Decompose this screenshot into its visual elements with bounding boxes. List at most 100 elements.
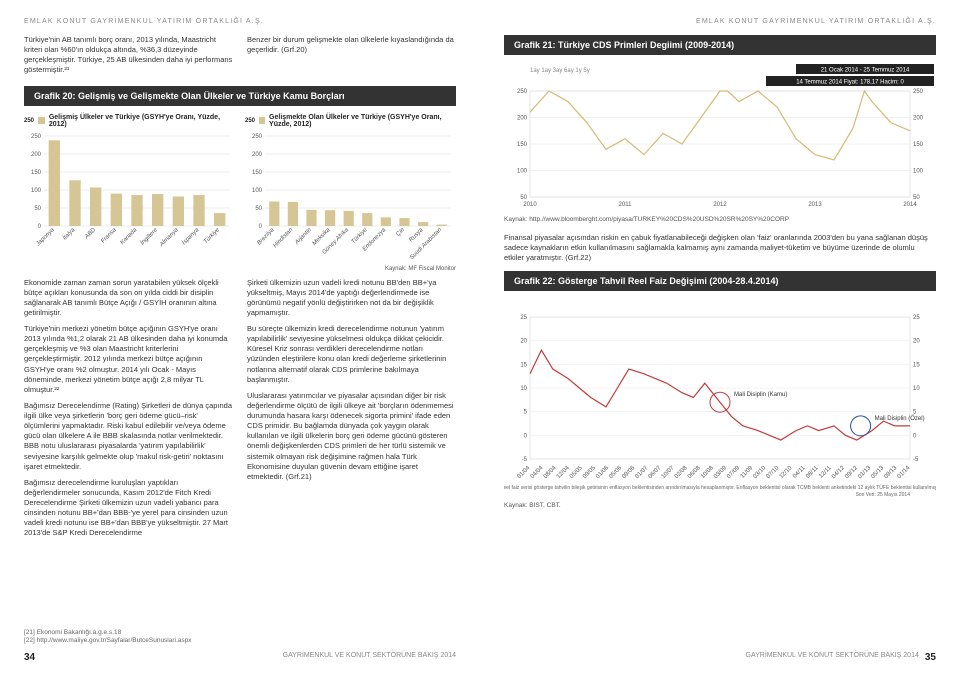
footnote-1: [21] Ekonomi Bakanlığı.a.g.e.s.18 — [24, 629, 192, 636]
svg-text:100: 100 — [913, 169, 924, 175]
svg-text:14 Temmuz 2014 Fiyat: 178,17 H: 14 Temmuz 2014 Fiyat: 178,17 Hacim: 0 — [796, 80, 904, 86]
intro-text: Türkiye'nin AB tanımlı borç oranı, 2013 … — [24, 35, 456, 76]
body-columns: Ekonomide zaman zaman sorun yaratabilen … — [24, 278, 456, 545]
svg-text:09/12: 09/12 — [844, 465, 859, 480]
svg-text:06/07: 06/07 — [648, 465, 663, 480]
svg-text:Mali Disiplin (Kamu): Mali Disiplin (Kamu) — [734, 393, 787, 399]
svg-text:2013: 2013 — [808, 202, 822, 208]
bar-source: Kaynak: MF Fiscal Monitor — [24, 266, 456, 272]
svg-text:Mali Disiplin (Özel): Mali Disiplin (Özel) — [875, 415, 925, 422]
svg-text:05/05: 05/05 — [569, 465, 584, 480]
svg-text:04/04: 04/04 — [530, 465, 545, 480]
svg-text:Arjantin: Arjantin — [294, 226, 314, 246]
svg-text:Rusya: Rusya — [408, 226, 425, 243]
svg-text:5: 5 — [524, 410, 528, 416]
intro-col2: Benzer bir durum gelişmekte olan ülkeler… — [247, 35, 456, 76]
bar1-axis-max: 250 — [24, 118, 34, 124]
svg-text:-5: -5 — [522, 457, 528, 463]
svg-text:250: 250 — [913, 89, 924, 95]
body-paragraph: Bağımsız derecelendirme kuruluşları yapt… — [24, 478, 233, 539]
svg-text:01/13: 01/13 — [857, 465, 872, 480]
svg-text:50: 50 — [34, 206, 41, 212]
footer-text-right: GAYRİMENKUL VE KONUT SEKTÖRÜNE BAKIŞ 201… — [746, 652, 919, 663]
page-header-right: EMLAK KONUT GAYRİMENKUL YATIRIM ORTAKLIĞ… — [504, 18, 936, 25]
barchart-row: 250 Gelişmiş Ülkeler ve Türkiye (GSYH'ye… — [24, 114, 456, 262]
body-paragraph: Türkiye'nin merkezi yönetim bütçe açığın… — [24, 324, 233, 395]
svg-text:200: 200 — [31, 152, 42, 158]
svg-text:Almanya: Almanya — [158, 226, 180, 248]
svg-text:1ay 1ay 3ay 6ay 1y 5y: 1ay 1ay 3ay 6ay 1y 5y — [530, 68, 590, 74]
body-paragraph: Uluslararası yatırımcılar ve piyasalar a… — [247, 391, 456, 482]
svg-text:200: 200 — [252, 152, 263, 158]
body-paragraph: Bu süreçte ülkemizin kredi derecelendirm… — [247, 324, 456, 385]
bar2-axis-max: 250 — [245, 118, 255, 124]
svg-text:02/08: 02/08 — [674, 465, 689, 480]
bar2-chart: 050100150200250BrezilyaHindistanArjantin… — [245, 132, 455, 262]
page-num-left: 34 — [24, 652, 35, 663]
svg-text:15: 15 — [913, 363, 920, 369]
svg-text:10/08: 10/08 — [700, 465, 715, 480]
svg-text:08/04: 08/04 — [543, 465, 558, 480]
bar1-chart: 050100150200250JaponyaİtalyaABDFransaKan… — [24, 132, 234, 262]
svg-text:01/04: 01/04 — [517, 465, 532, 480]
svg-text:21 Ocak 2014 - 25 Temmuz 2014: 21 Ocak 2014 - 25 Temmuz 2014 — [821, 68, 910, 74]
svg-text:20: 20 — [520, 339, 527, 345]
page-footer-right: GAYRİMENKUL VE KONUT SEKTÖRÜNE BAKIŞ 201… — [504, 652, 936, 663]
g21-source: Kaynak: http.//www.bloomberght.com/piyas… — [504, 216, 936, 223]
svg-text:-5: -5 — [913, 457, 919, 463]
svg-text:200: 200 — [517, 116, 528, 122]
svg-text:07/10: 07/10 — [766, 465, 781, 480]
barchart-1: 250 Gelişmiş Ülkeler ve Türkiye (GSYH'ye… — [24, 114, 235, 262]
svg-text:50: 50 — [913, 195, 920, 201]
svg-text:2010: 2010 — [523, 202, 537, 208]
svg-text:06/08: 06/08 — [687, 465, 702, 480]
svg-text:25: 25 — [913, 315, 920, 321]
svg-text:04/11: 04/11 — [792, 465, 807, 480]
svg-text:İngiltere: İngiltere — [139, 226, 160, 247]
bar1-label-text: Gelişmiş Ülkeler ve Türkiye (GSYH'ye Ora… — [49, 114, 235, 128]
svg-text:İspanya: İspanya — [181, 225, 201, 245]
svg-text:Türkiye: Türkiye — [203, 226, 222, 245]
svg-text:25: 25 — [520, 315, 527, 321]
svg-text:250: 250 — [517, 89, 528, 95]
svg-text:09/05: 09/05 — [582, 465, 597, 480]
svg-text:0: 0 — [38, 224, 42, 230]
svg-text:0: 0 — [913, 434, 917, 440]
svg-text:01/07: 01/07 — [634, 465, 649, 480]
g22-source: Kaynak: BIST, CBT. — [504, 502, 936, 509]
svg-text:*Reel faiz serisi gösterge tah: *Reel faiz serisi gösterge tahvilin bile… — [504, 484, 936, 491]
svg-text:50: 50 — [520, 195, 527, 201]
svg-text:150: 150 — [517, 142, 528, 148]
svg-text:250: 250 — [31, 134, 42, 140]
svg-text:Hindistan: Hindistan — [272, 226, 294, 248]
svg-text:01/06: 01/06 — [595, 465, 610, 480]
page-footer-left: 34 GAYRİMENKUL VE KONUT SEKTÖRÜNE BAKIŞ … — [24, 652, 456, 663]
g21-box: 21 Ocak 2014 - 25 Temmuz 2014 1ay 1ay 3ay… — [504, 63, 936, 223]
svg-text:12/10: 12/10 — [779, 465, 794, 480]
bar2-label-text: Gelişmekte Olan Ülkeler ve Türkiye (GSYH… — [269, 114, 456, 128]
g22-title: Grafik 22: Gösterge Tahvil Reel Faiz Değ… — [504, 271, 936, 291]
svg-text:100: 100 — [252, 188, 263, 194]
svg-text:Fransa: Fransa — [100, 226, 118, 244]
svg-text:11/09: 11/09 — [740, 465, 755, 480]
page-left: EMLAK KONUT GAYRİMENKUL YATIRIM ORTAKLIĞ… — [0, 0, 480, 673]
svg-text:20: 20 — [913, 339, 920, 345]
footnotes: [21] Ekonomi Bakanlığı.a.g.e.s.18 [22] h… — [24, 629, 192, 645]
barchart-2-label: 250 Gelişmekte Olan Ülkeler ve Türkiye (… — [245, 114, 456, 128]
legend-square-2 — [259, 117, 265, 124]
svg-text:10: 10 — [913, 386, 920, 392]
svg-text:2011: 2011 — [619, 202, 633, 208]
svg-text:250: 250 — [252, 134, 263, 140]
g22-box: -5-50055101015152020252501/0404/0408/041… — [504, 299, 936, 509]
svg-text:09/13: 09/13 — [883, 465, 898, 480]
svg-text:10: 10 — [520, 386, 527, 392]
body-col2: Şirketi ülkemizin uzun vadeli kredi notu… — [247, 278, 456, 545]
svg-text:05/06: 05/06 — [608, 465, 623, 480]
barchart-1-label: 250 Gelişmiş Ülkeler ve Türkiye (GSYH'ye… — [24, 114, 235, 128]
svg-text:03/10: 03/10 — [752, 465, 767, 480]
barchart-2: 250 Gelişmekte Olan Ülkeler ve Türkiye (… — [245, 114, 456, 262]
body-paragraph: Bağımsız Derecelendirme (Rating) Şirketl… — [24, 401, 233, 472]
svg-text:Çin: Çin — [395, 226, 406, 237]
svg-text:12/04: 12/04 — [556, 465, 571, 480]
svg-text:2012: 2012 — [713, 202, 727, 208]
